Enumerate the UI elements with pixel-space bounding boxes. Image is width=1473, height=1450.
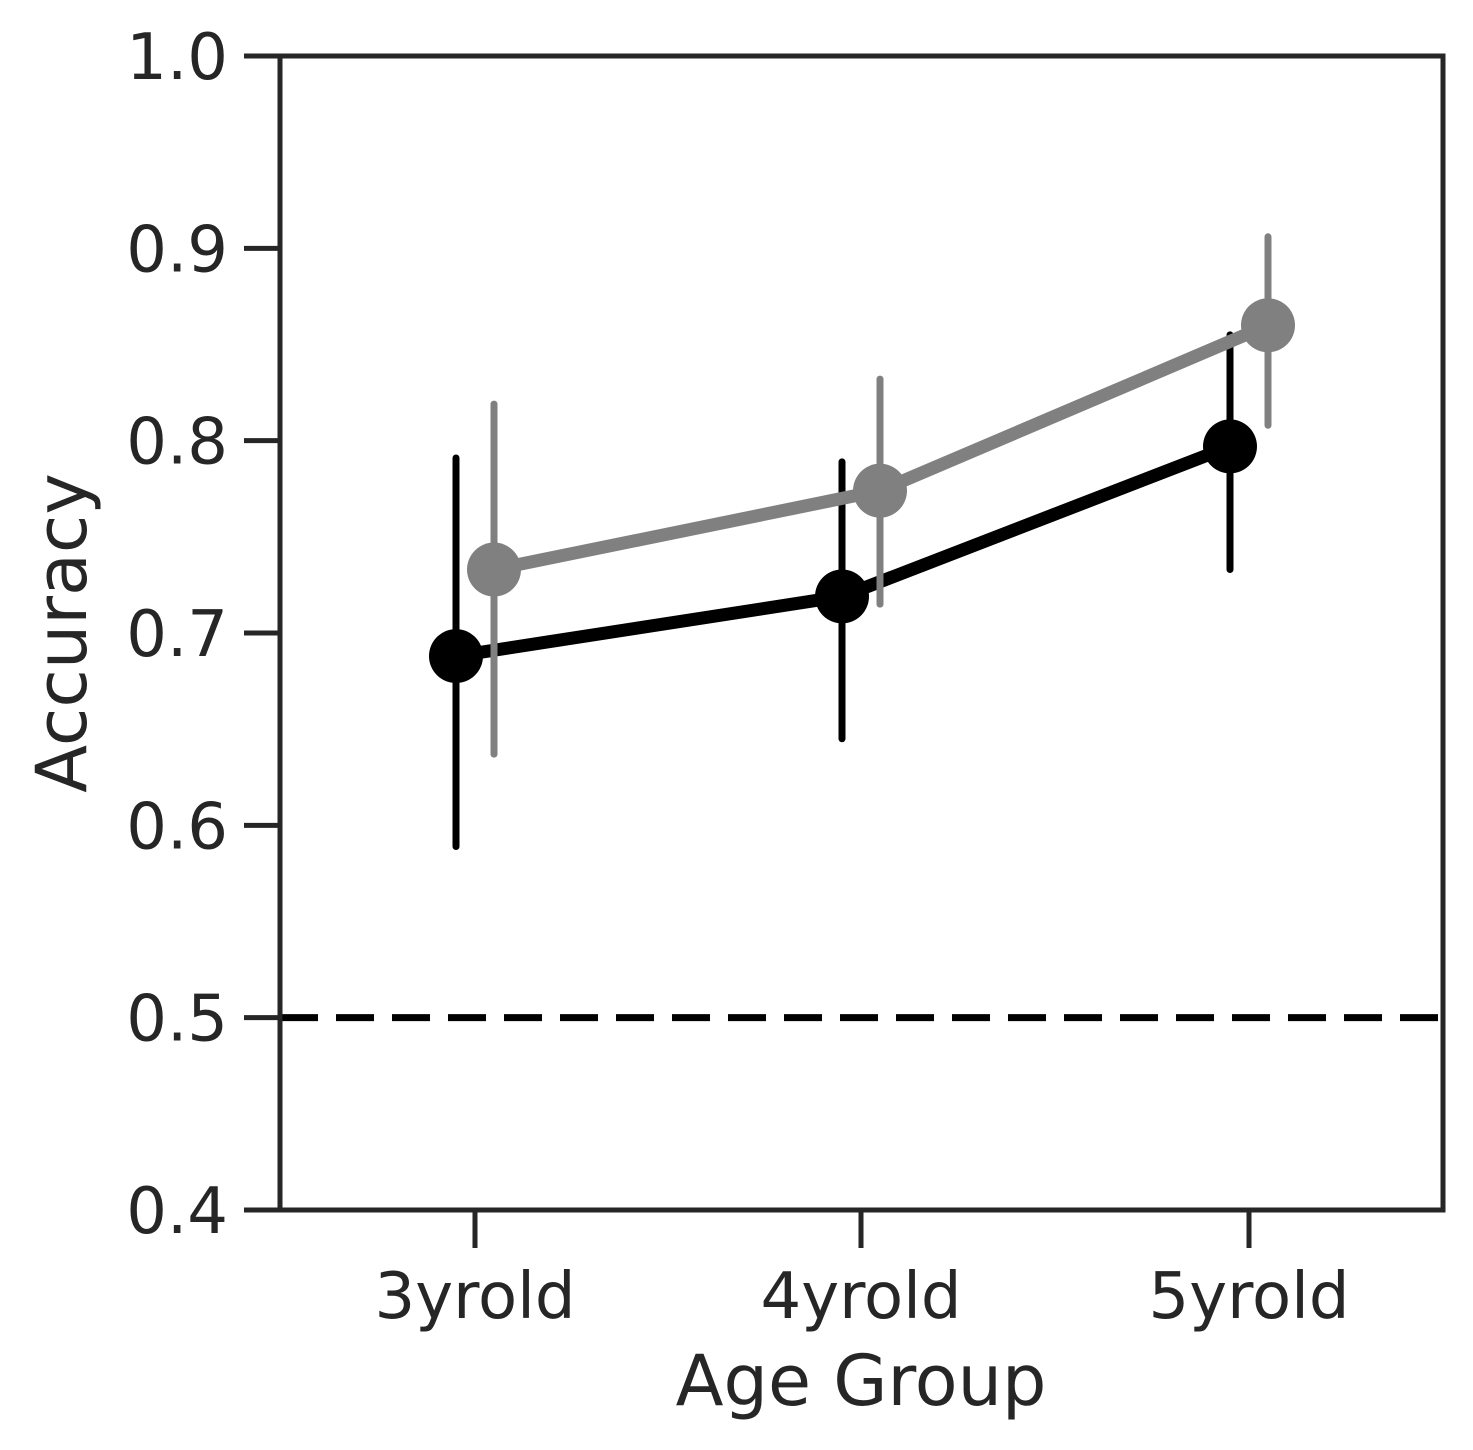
x-tick-label: 4yrold xyxy=(760,1260,961,1334)
data-point xyxy=(1241,298,1295,353)
y-tick-label: 0.8 xyxy=(126,406,228,480)
data-point xyxy=(815,569,869,624)
data-point xyxy=(853,463,907,518)
y-axis-title: Accuracy xyxy=(21,473,103,793)
data-point xyxy=(1203,419,1257,474)
y-tick-label: 0.6 xyxy=(126,790,228,864)
x-tick-label: 3yrold xyxy=(374,1260,575,1334)
y-tick-label: 0.5 xyxy=(126,983,228,1057)
x-axis-title: Age Group xyxy=(676,1340,1047,1422)
y-tick-label: 0.4 xyxy=(126,1175,228,1249)
data-point xyxy=(429,629,483,684)
y-tick-label: 0.7 xyxy=(126,598,228,672)
plot-frame xyxy=(277,53,1446,1213)
y-tick-label: 1.0 xyxy=(126,21,228,95)
y-tick-label: 0.9 xyxy=(126,213,228,287)
x-tick-label: 5yrold xyxy=(1148,1260,1349,1334)
data-point xyxy=(467,542,521,597)
